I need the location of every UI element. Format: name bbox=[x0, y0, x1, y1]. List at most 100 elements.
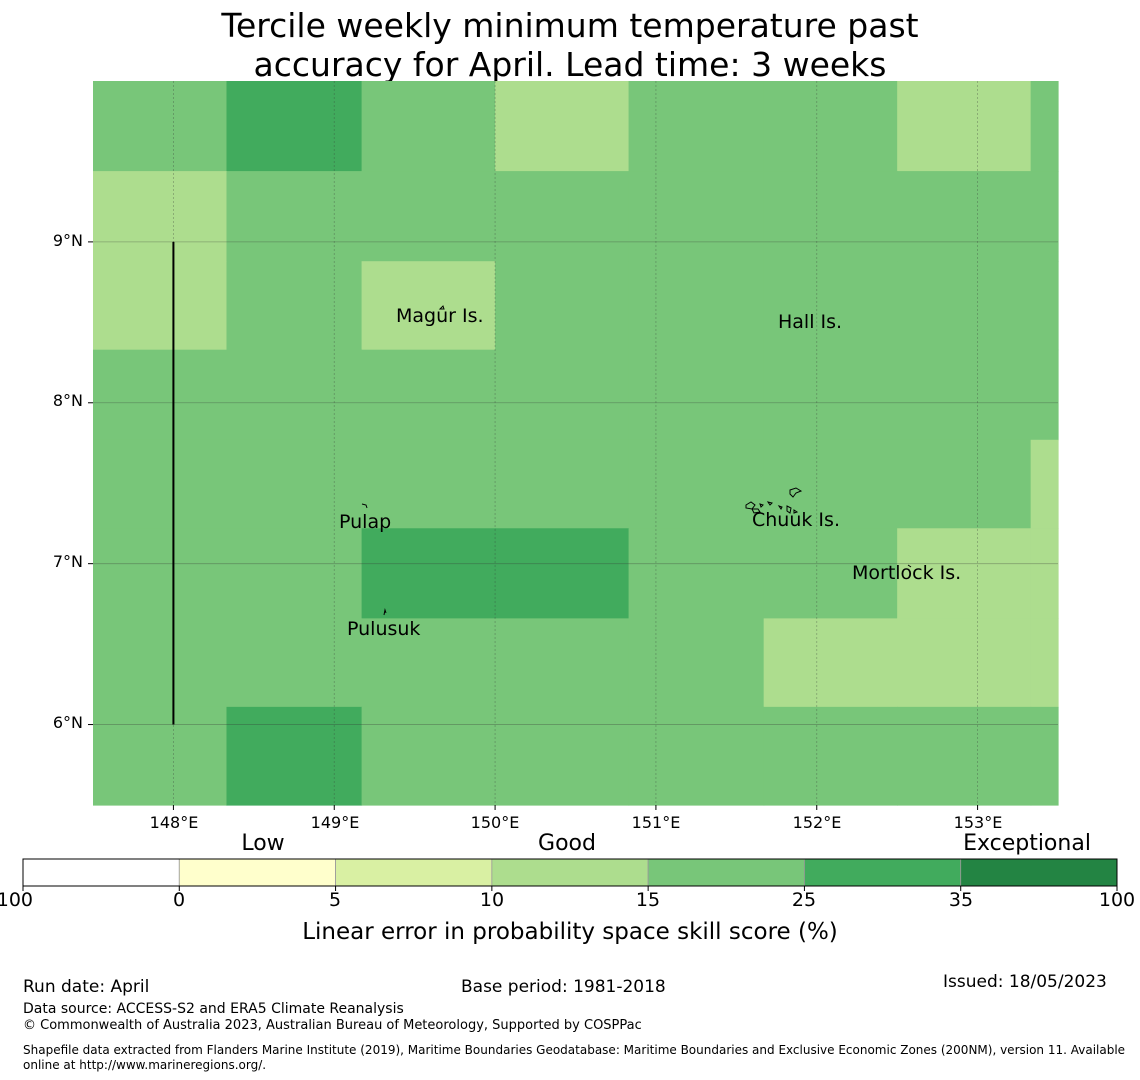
grid-cell bbox=[93, 706, 228, 806]
island-outlines bbox=[361, 305, 912, 616]
grid-cell bbox=[1030, 439, 1059, 529]
title-line-2: accuracy for April. Lead time: 3 weeks bbox=[253, 45, 887, 84]
grid-cell bbox=[226, 439, 363, 529]
lat-tick-9: 9°N bbox=[52, 231, 83, 250]
pulap-island-outline bbox=[361, 503, 368, 509]
colorbar-category-exceptional: Exceptional bbox=[963, 831, 1091, 856]
grid-cell bbox=[495, 261, 630, 351]
grid-cell bbox=[226, 171, 363, 262]
colorbar-category-low: Low bbox=[241, 831, 285, 856]
grid-cell bbox=[1030, 261, 1059, 351]
colorbar-segment bbox=[335, 858, 493, 887]
grid-cell bbox=[226, 349, 363, 441]
grid-cell bbox=[1030, 81, 1059, 172]
grid-cell bbox=[226, 618, 363, 708]
grid-cell bbox=[93, 171, 228, 262]
copyright: © Commonwealth of Australia 2023, Austra… bbox=[23, 1018, 642, 1033]
grid-cell bbox=[1030, 618, 1059, 708]
grid-cell bbox=[628, 618, 765, 708]
place-label-hall: Hall Is. bbox=[778, 311, 843, 333]
lon-tick-151: 151°E bbox=[631, 813, 681, 832]
place-label-chuuk: Chuuk Is. bbox=[752, 509, 840, 531]
colorbar bbox=[22, 858, 1118, 891]
grid-cell bbox=[628, 706, 765, 806]
place-label-pulap: Pulap bbox=[339, 511, 392, 533]
grid-cell bbox=[361, 439, 496, 529]
lon-tick-150: 150°E bbox=[470, 813, 520, 832]
grid-cell bbox=[1030, 349, 1059, 441]
colorbar-label: Linear error in probability space skill … bbox=[302, 919, 838, 945]
grid-cell bbox=[495, 618, 630, 708]
colorbar-category-good: Good bbox=[538, 831, 596, 856]
grid-cell bbox=[897, 81, 1032, 172]
issued-date: Issued: 18/05/2023 bbox=[943, 972, 1107, 992]
grid-cell bbox=[495, 349, 630, 441]
lat-tick-8: 8°N bbox=[52, 391, 83, 410]
colorbar-tick-100: 100 bbox=[1098, 889, 1136, 911]
colorbar-segment bbox=[178, 858, 336, 887]
grid-cell bbox=[897, 706, 1032, 806]
grid-cell bbox=[226, 261, 363, 351]
lat-tick-6: 6°N bbox=[52, 713, 83, 732]
chuuk-island-outlines bbox=[745, 487, 803, 514]
grid-cell bbox=[628, 261, 765, 351]
grid-cell bbox=[763, 439, 898, 529]
magur-island-outline bbox=[438, 305, 445, 310]
colorbar-tick-10: 10 bbox=[479, 889, 505, 911]
grid-cell bbox=[763, 528, 898, 619]
grid-cell bbox=[628, 171, 765, 262]
map-title: Tercile weekly minimum temperature past … bbox=[0, 6, 1140, 84]
grid-cell bbox=[93, 261, 228, 351]
grid-cell bbox=[628, 349, 765, 441]
grid-cell bbox=[763, 618, 898, 708]
colorbar-frame bbox=[22, 858, 1118, 887]
grid-cell bbox=[495, 81, 630, 172]
colorbar-tick-minus100: -100 bbox=[0, 889, 33, 911]
grid-cell bbox=[361, 528, 496, 619]
grid-cell bbox=[495, 439, 630, 529]
lon-tick-148: 148°E bbox=[149, 813, 199, 832]
grid-cell bbox=[1030, 528, 1059, 619]
grid-cell bbox=[897, 528, 1032, 619]
skill-grid-cells bbox=[93, 81, 1059, 806]
grid-cell bbox=[763, 261, 898, 351]
grid-cell bbox=[763, 81, 898, 172]
grid-cell bbox=[897, 439, 1032, 529]
grid-cell bbox=[93, 618, 228, 708]
colorbar-tick-0: 0 bbox=[172, 889, 186, 911]
grid-cell bbox=[628, 528, 765, 619]
shapefile-credit: Shapefile data extracted from Flanders M… bbox=[23, 1043, 1126, 1072]
grid-cell bbox=[495, 706, 630, 806]
skill-map bbox=[22, 81, 1118, 891]
data-source: Data source: ACCESS-S2 and ERA5 Climate … bbox=[23, 1001, 404, 1017]
grid-cell bbox=[495, 528, 630, 619]
colorbar-segment bbox=[22, 858, 180, 887]
grid-cell bbox=[93, 81, 228, 172]
place-label-mortlock: Mortlock Is. bbox=[852, 562, 962, 584]
place-label-pulusuk: Pulusuk bbox=[347, 618, 421, 640]
grid-cell bbox=[361, 81, 496, 172]
run-date: Run date: April bbox=[23, 977, 150, 997]
grid-cell bbox=[897, 618, 1032, 708]
grid-cell bbox=[361, 706, 496, 806]
grid-cell bbox=[897, 261, 1032, 351]
colorbar-tick-15: 15 bbox=[635, 889, 661, 911]
lon-tick-153: 153°E bbox=[953, 813, 1003, 832]
mortlock-island-outline bbox=[907, 564, 912, 568]
colorbar-segment bbox=[647, 858, 805, 887]
grid-cell bbox=[361, 349, 496, 441]
colorbar-tick-5: 5 bbox=[328, 889, 342, 911]
base-period: Base period: 1981-2018 bbox=[461, 977, 666, 997]
colorbar-tick-25: 25 bbox=[791, 889, 817, 911]
grid-cell bbox=[628, 439, 765, 529]
grid-cell bbox=[226, 81, 363, 172]
place-label-magur: Magur Is. bbox=[396, 305, 484, 327]
grid-cell bbox=[763, 706, 898, 806]
colorbar-segment bbox=[804, 858, 962, 887]
grid-cell bbox=[226, 528, 363, 619]
map-gridlines bbox=[88, 81, 1058, 810]
colorbar-segment bbox=[491, 858, 649, 887]
colorbar-tick-35: 35 bbox=[948, 889, 974, 911]
lat-tick-7: 7°N bbox=[52, 552, 83, 571]
grid-cell bbox=[361, 171, 496, 262]
